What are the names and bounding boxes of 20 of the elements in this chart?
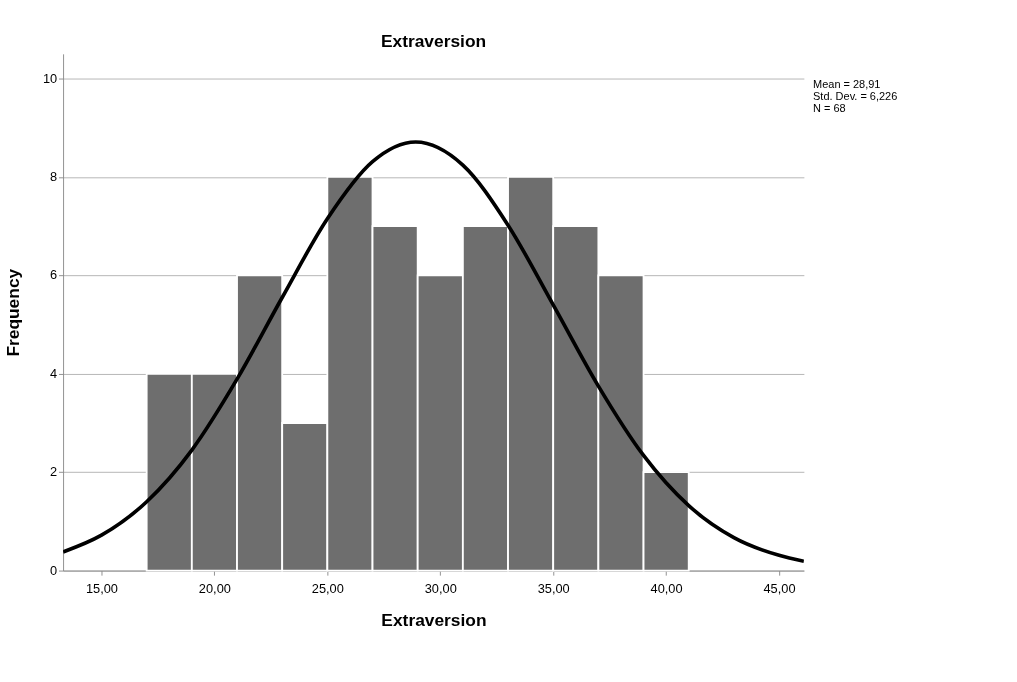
y-tick-label: 2 [50,464,58,480]
x-tick-label: 45,00 [763,581,796,597]
line-series [63,140,804,564]
x-axis-title: Extraversion [381,609,487,630]
x-tick-label: 30,00 [424,581,457,597]
y-tick-label: 10 [42,70,58,86]
chart-title: Extraversion [380,30,487,51]
x-tick-label: 25,00 [311,581,344,597]
x-tick-label: 15,00 [85,581,118,597]
x-tick-label: 35,00 [537,581,570,597]
y-tick-label: 8 [50,169,58,185]
x-tick-label: 40,00 [650,581,683,597]
text: Std. Dev. = 6,226 [813,89,898,102]
text: N = 68 [813,101,846,114]
y-tick-label: 0 [50,562,58,578]
x-tick-label: 20,00 [198,581,231,597]
y-tick-label: 6 [50,267,58,283]
text: Mean = 28,91 [813,77,881,90]
y-axis-title: Frequency [3,268,24,357]
y-tick-label: 4 [50,365,58,381]
